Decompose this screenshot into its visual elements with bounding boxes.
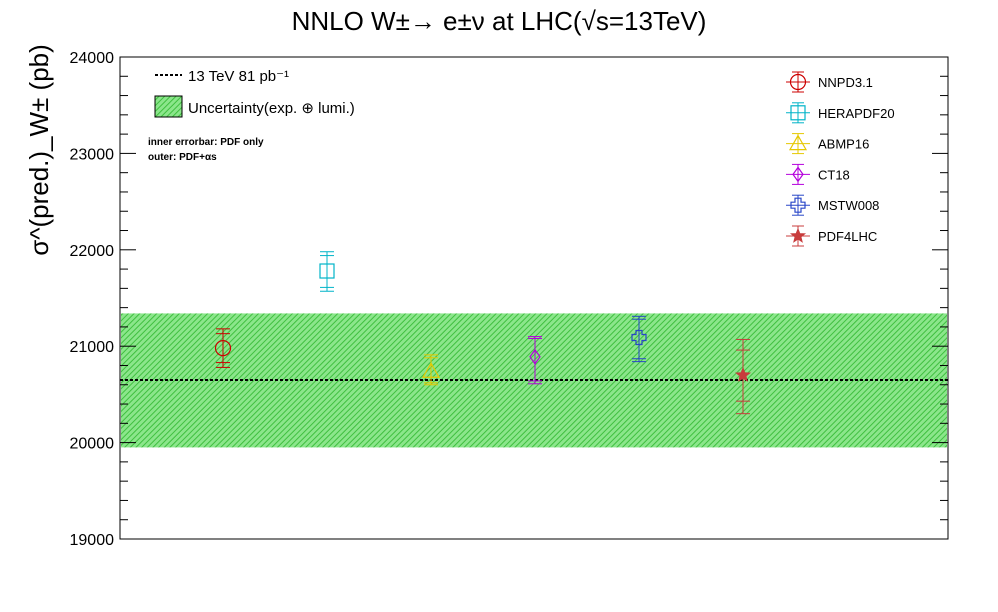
marker-star (789, 227, 807, 243)
legend-label: HERAPDF20 (818, 106, 895, 121)
legend-item-herapdf20: HERAPDF20 (786, 102, 895, 124)
marker-triangle (421, 362, 441, 378)
legend-label: CT18 (818, 167, 850, 182)
y-tick-label: 24000 (70, 50, 115, 67)
marker-diamond (792, 166, 804, 183)
legend-measurement-label: 13 TeV 81 pb⁻¹ (188, 68, 289, 85)
y-tick-label: 19000 (70, 532, 115, 549)
y-axis-label: σ^(pred.)_W± (pb) (24, 44, 54, 256)
data-point-nnpd3.1 (214, 328, 232, 368)
series-legend: NNPD3.1 HERAPDF20 ABMP16 CT18 MSTW008 PDF4LHC (786, 71, 895, 247)
data-point-abmp16 (421, 354, 441, 386)
y-tick-label: 20000 (70, 436, 115, 453)
y-tick-label: 22000 (70, 243, 115, 260)
marker-star (734, 366, 752, 382)
marker-cross (631, 329, 647, 346)
marker-square (319, 263, 335, 279)
marker-circle (789, 73, 807, 91)
marker-cross (790, 197, 806, 213)
marker-diamond (529, 348, 541, 365)
y-tick-label: 21000 (70, 339, 115, 356)
data-point-pdf4lhc (734, 338, 752, 415)
legend-item-mstw008: MSTW008 (786, 194, 879, 216)
legend-label: NNPD3.1 (818, 75, 873, 90)
marker-square (790, 105, 806, 121)
legend-item-abmp16: ABMP16 (786, 133, 869, 155)
data-point-herapdf20 (319, 251, 335, 292)
chart-title: NNLO W±→ e±ν at LHC(√s=13TeV) (292, 6, 707, 36)
legend-label: ABMP16 (818, 137, 869, 152)
note-inner: inner errorbar: PDF only (148, 137, 264, 148)
measurement-legend: 13 TeV 81 pb⁻¹ Uncertainty(exp. ⊕ lumi.) (154, 68, 355, 118)
legend-band-label: Uncertainty(exp. ⊕ lumi.) (188, 100, 355, 117)
data-points (214, 251, 752, 415)
y-axis-ticks: 19000 20000 21000 22000 23000 24000 (70, 50, 948, 549)
legend-label: PDF4LHC (818, 229, 877, 244)
y-tick-label: 23000 (70, 146, 115, 163)
legend-label: MSTW008 (818, 198, 879, 213)
legend-item-ct18: CT18 (786, 163, 850, 185)
marker-circle (214, 340, 232, 357)
data-point-ct18 (528, 336, 542, 385)
plot-frame (119, 56, 949, 540)
note-outer: outer: PDF+αs (148, 152, 217, 163)
data-point-mstw008 (631, 315, 647, 363)
legend-band-swatch (154, 95, 183, 118)
legend-item-nnpd3.1: NNPD3.1 (786, 71, 873, 93)
marker-triangle (788, 134, 808, 151)
legend-item-pdf4lhc: PDF4LHC (786, 225, 877, 247)
